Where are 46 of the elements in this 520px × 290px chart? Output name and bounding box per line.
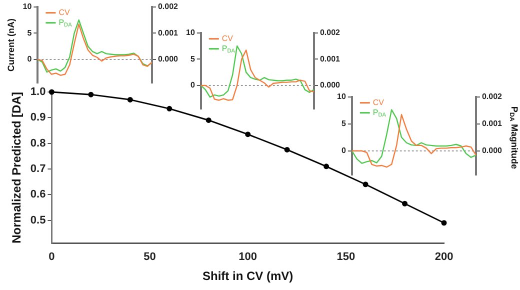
point — [127, 96, 133, 102]
y-tick-label: 10 — [22, 2, 32, 12]
legend-label: CV — [372, 98, 385, 108]
y-tick-label: 1.0 — [30, 86, 46, 98]
y-tick-label: 5 — [341, 119, 346, 128]
y2-tick-label: 0.000 — [158, 54, 179, 64]
legend-label: CV — [58, 8, 70, 18]
y2-tick-label: 0.002 — [158, 2, 179, 12]
y-axis-title: Normalized Predicted [DA] — [10, 92, 24, 244]
x-axis-title: Shift in CV (mV) — [202, 269, 294, 284]
y2-tick-label: 0.001 — [320, 54, 341, 64]
y2-tick-label: 0.002 — [320, 28, 341, 38]
y2-tick-label: 0.001 — [158, 28, 179, 38]
point — [362, 182, 368, 188]
x-tick-label: 150 — [336, 251, 356, 264]
y2-tick-label: 0.001 — [482, 119, 503, 128]
point — [324, 164, 330, 170]
y2-tick-label: 0.000 — [320, 80, 341, 90]
y-tick-label: 0.8 — [30, 137, 46, 150]
point — [284, 146, 290, 152]
y-axis-title: Current (nA) — [6, 18, 16, 72]
y2-tick-label: 0.002 — [482, 92, 503, 102]
point — [402, 200, 408, 206]
y-tick-label: 0 — [27, 54, 32, 64]
y-tick-label: 10 — [186, 28, 196, 38]
x-tick-label: 0 — [48, 251, 55, 264]
x-tick-label: 50 — [144, 251, 156, 264]
x-tick-label: 200 — [434, 251, 454, 264]
x-tick-label: 100 — [238, 251, 258, 264]
y-tick-label: 0 — [190, 80, 196, 90]
y-tick-label: 0.7 — [30, 163, 46, 176]
y-tick-label: 10 — [336, 92, 346, 102]
point — [48, 89, 54, 95]
point — [88, 92, 94, 98]
point — [245, 132, 251, 138]
y2-tick-label: 0.000 — [482, 146, 503, 156]
y-tick-label: 5 — [27, 28, 32, 38]
y-tick-label: 0.5 — [30, 214, 46, 226]
point — [441, 220, 447, 226]
point — [166, 106, 172, 112]
legend-label: CV — [222, 34, 234, 44]
y-tick-label: 5 — [190, 54, 196, 64]
y-tick-label: 0 — [341, 146, 346, 156]
point — [206, 117, 212, 123]
y-tick-label: 0.9 — [30, 112, 46, 124]
y-tick-label: 0.6 — [30, 188, 46, 201]
